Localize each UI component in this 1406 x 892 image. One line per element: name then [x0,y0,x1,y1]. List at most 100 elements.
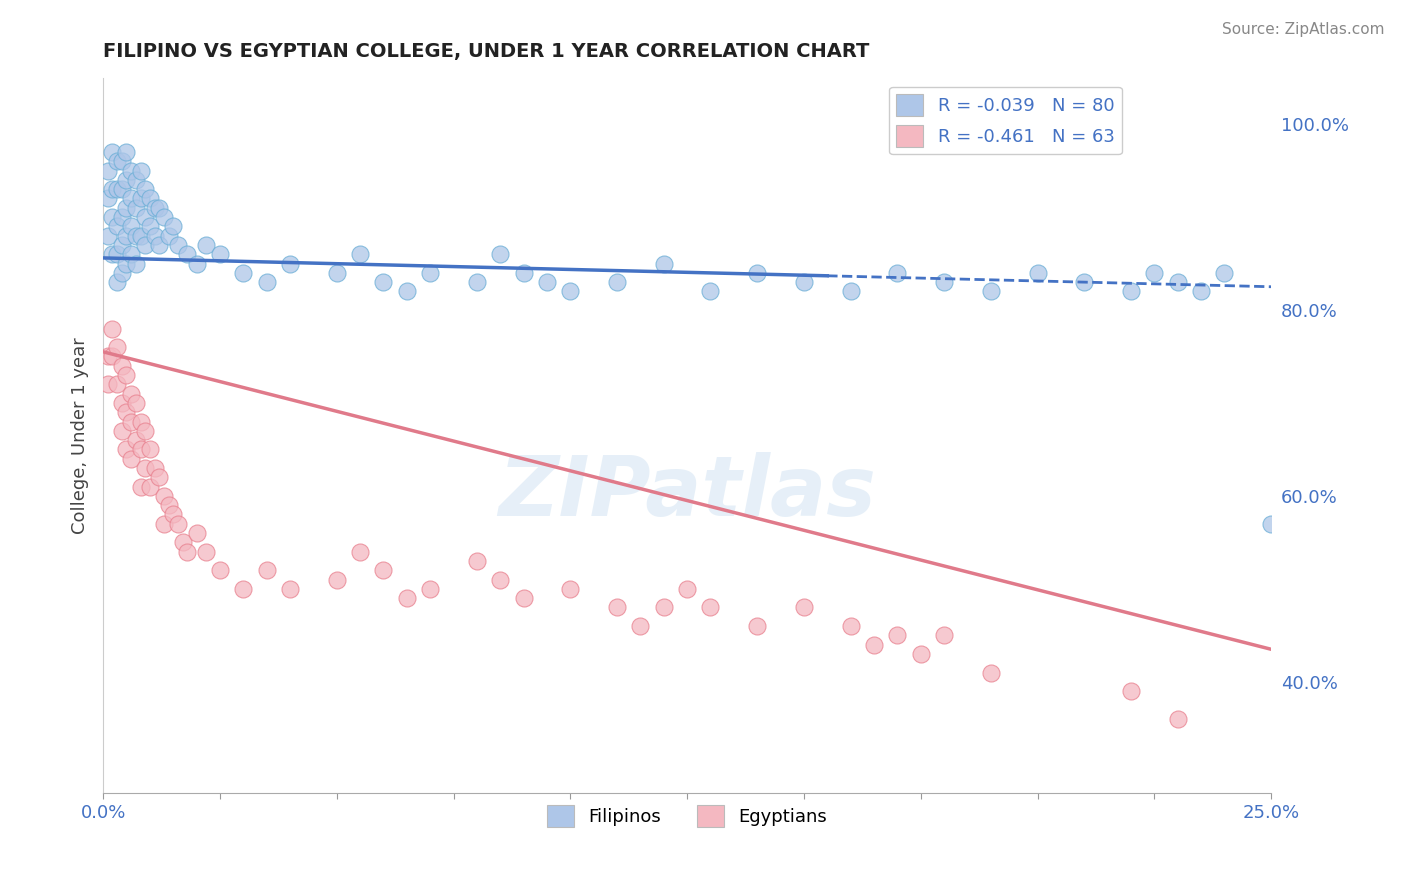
Point [97,163,120,178]
Point [139,442,162,457]
Point [256,563,278,577]
Point [1119,285,1142,299]
Point [148,470,170,484]
Point [120,163,142,178]
Point [560,582,582,596]
Point [395,591,418,606]
Point [1073,275,1095,289]
Point [194,544,217,558]
Point [125,396,148,410]
Point [419,582,441,596]
Point [208,247,231,261]
Point [134,238,156,252]
Point [129,415,152,429]
Point [125,256,148,270]
Text: ZIPatlas: ZIPatlas [498,452,876,533]
Point [747,266,769,280]
Point [101,350,124,364]
Point [129,163,152,178]
Point [536,275,558,289]
Point [139,191,162,205]
Point [125,228,148,243]
Point [886,266,908,280]
Point [1260,516,1282,531]
Point [489,247,512,261]
Point [101,145,124,159]
Point [97,191,120,205]
Point [115,228,138,243]
Point [349,247,371,261]
Point [373,275,395,289]
Legend: Filipinos, Egyptians: Filipinos, Egyptians [540,798,835,834]
Point [111,266,134,280]
Point [139,219,162,234]
Point [148,201,170,215]
Point [839,285,862,299]
Point [120,386,142,401]
Point [120,191,142,205]
Point [111,424,134,438]
Point [465,275,488,289]
Point [1167,712,1189,726]
Point [111,154,134,169]
Point [278,582,301,596]
Point [1119,684,1142,698]
Point [105,247,128,261]
Point [232,266,254,280]
Point [980,285,1002,299]
Point [101,321,124,335]
Point [1167,275,1189,289]
Point [115,442,138,457]
Point [101,182,124,196]
Point [105,275,128,289]
Point [111,182,134,196]
Point [120,415,142,429]
Point [101,210,124,224]
Point [186,526,208,541]
Point [395,285,418,299]
Point [980,665,1002,680]
Point [148,238,170,252]
Point [157,498,180,512]
Point [125,173,148,187]
Point [143,461,166,475]
Point [129,442,152,457]
Point [176,544,198,558]
Point [747,619,769,633]
Point [910,647,932,661]
Point [153,516,176,531]
Point [143,228,166,243]
Point [167,238,190,252]
Point [143,201,166,215]
Point [208,563,231,577]
Point [886,628,908,642]
Point [194,238,217,252]
Y-axis label: College, Under 1 year: College, Under 1 year [72,337,89,533]
Point [120,451,142,466]
Point [560,285,582,299]
Point [153,210,176,224]
Point [139,480,162,494]
Point [699,285,721,299]
Point [489,573,512,587]
Point [172,535,194,549]
Point [793,275,815,289]
Point [105,377,128,392]
Point [839,619,862,633]
Point [325,266,347,280]
Point [115,368,138,382]
Point [652,256,675,270]
Point [278,256,301,270]
Point [373,563,395,577]
Point [97,377,120,392]
Point [115,256,138,270]
Point [111,210,134,224]
Point [125,201,148,215]
Point [932,628,955,642]
Point [628,619,651,633]
Point [115,173,138,187]
Point [699,600,721,615]
Point [256,275,278,289]
Point [111,238,134,252]
Point [129,228,152,243]
